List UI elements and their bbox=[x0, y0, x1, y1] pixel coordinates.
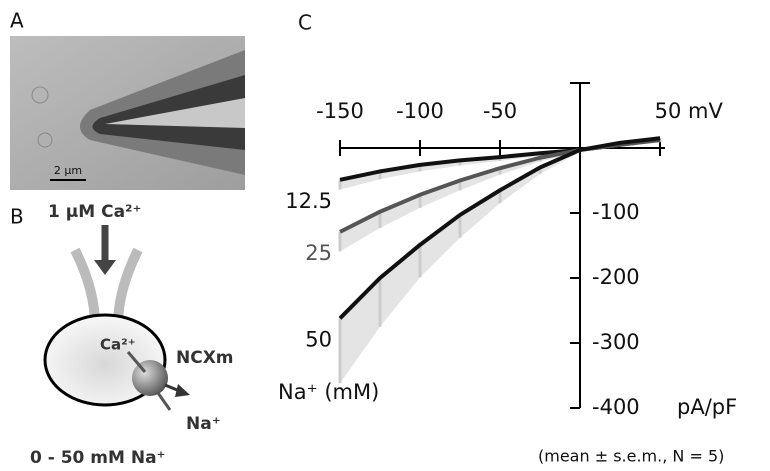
panel-label: A bbox=[10, 9, 24, 33]
y-tick-label: -200 bbox=[592, 265, 640, 289]
x-axis-label: mV bbox=[688, 99, 723, 123]
y-tick-label: -300 bbox=[592, 330, 640, 354]
y-tick-label: -400 bbox=[592, 395, 640, 419]
legend-label: 12.5 bbox=[285, 189, 332, 213]
scale-bar-label: 2 μm bbox=[54, 164, 82, 177]
ion-label: Ca²⁺ bbox=[100, 336, 136, 354]
micrograph bbox=[10, 36, 245, 190]
legend-title: Na⁺ (mM) bbox=[278, 380, 379, 404]
footnote: (mean ± s.e.m., N = 5) bbox=[538, 447, 724, 466]
legend-label: 25 bbox=[305, 241, 332, 265]
y-axis-label: pA/pF bbox=[677, 395, 737, 419]
sem-band bbox=[340, 138, 660, 384]
exchanger-label: NCXm bbox=[176, 348, 234, 368]
x-tick-label: -50 bbox=[483, 99, 517, 123]
diagram bbox=[43, 225, 190, 411]
panel-label: C bbox=[298, 11, 312, 35]
legend-label: 50 bbox=[305, 327, 332, 351]
x-tick-label: 50 bbox=[655, 99, 682, 123]
y-tick-label: -100 bbox=[592, 200, 640, 224]
pipette-label: 1 μM Ca²⁺ bbox=[48, 202, 141, 222]
x-tick-label: -150 bbox=[316, 99, 364, 123]
ion-label: Na⁺ bbox=[186, 414, 221, 434]
iv-curve bbox=[338, 136, 661, 320]
iv-chart: -150 -100 -50 50 mV-400-300-200-100pA/pF12.5… bbox=[278, 82, 737, 466]
panel-label: B bbox=[10, 205, 24, 229]
x-tick-label: -100 bbox=[396, 99, 444, 123]
bath-label: 0 - 50 mM Na⁺ bbox=[30, 448, 166, 467]
